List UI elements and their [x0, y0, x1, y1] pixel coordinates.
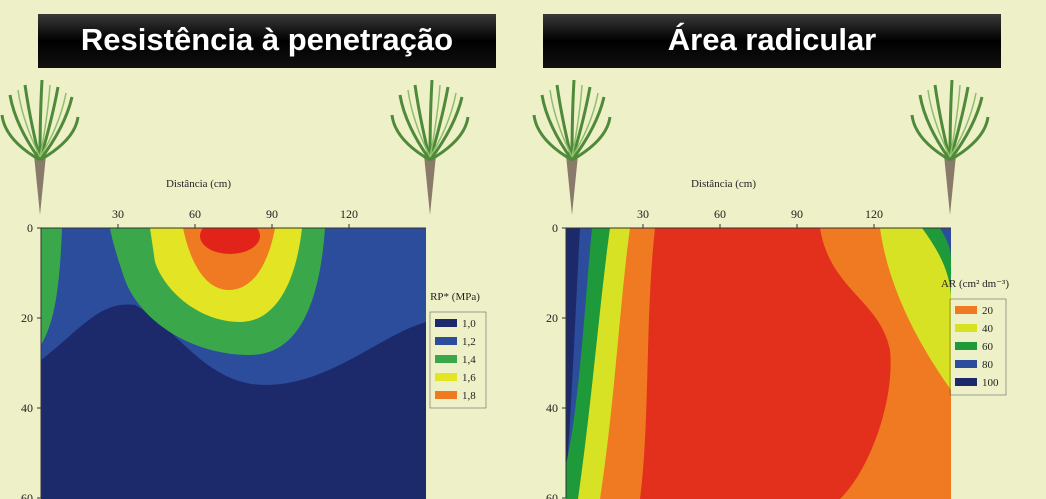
- legend-swatch: [435, 391, 457, 399]
- legend-swatch: [955, 378, 977, 386]
- legend-swatch: [435, 337, 457, 345]
- title-box: Área radicular: [543, 14, 1001, 68]
- x-tick-label: 30: [112, 207, 124, 221]
- legend-box: [429, 311, 487, 409]
- legend-label: 80: [982, 359, 994, 371]
- x-tick-label: 90: [791, 207, 803, 221]
- legend-label: 1,6: [462, 372, 476, 384]
- legend-label: 60: [982, 341, 994, 353]
- x-axis-label: Distância (cm): [166, 178, 231, 190]
- legend-title: AR (cm² dm⁻³): [941, 278, 1009, 290]
- legend-label: 100: [982, 377, 999, 389]
- x-tick-label: 30: [637, 207, 649, 221]
- legend-title: RP* (MPa): [430, 291, 480, 303]
- y-tick-label: 0: [552, 221, 558, 235]
- x-tick-label: 60: [714, 207, 726, 221]
- legend-swatch: [435, 355, 457, 363]
- legend-box: [949, 298, 1007, 396]
- x-tick-label: 60: [189, 207, 201, 221]
- legend-swatch: [435, 319, 457, 327]
- legend-label: 1,4: [462, 354, 476, 366]
- x-axis-label: Distância (cm): [691, 178, 756, 190]
- panel-title: Resistência à penetração: [81, 22, 453, 57]
- contour-region: [41, 228, 62, 345]
- contour-core: [200, 228, 260, 254]
- contour-region: [41, 304, 426, 499]
- legend-swatch: [955, 306, 977, 314]
- y-tick-label: 40: [21, 401, 33, 415]
- x-tick-label: 90: [266, 207, 278, 221]
- y-tick-label: 0: [27, 221, 33, 235]
- contour-plot: [41, 228, 426, 499]
- legend-swatch: [435, 373, 457, 381]
- legend-swatch: [955, 342, 977, 350]
- legend-label: 1,0: [462, 318, 476, 330]
- x-tick-label: 120: [340, 207, 358, 221]
- contour-plot: [566, 228, 951, 499]
- title-box: Resistência à penetração: [38, 14, 496, 68]
- y-tick-label: 20: [21, 311, 33, 325]
- y-tick-label: 60: [21, 491, 33, 499]
- legend-label: 1,2: [462, 336, 476, 348]
- y-tick-label: 60: [546, 491, 558, 499]
- legend-swatch: [955, 360, 977, 368]
- legend-label: 40: [982, 323, 994, 335]
- y-tick-label: 20: [546, 311, 558, 325]
- legend-label: 20: [982, 305, 994, 317]
- y-tick-label: 40: [546, 401, 558, 415]
- legend-swatch: [955, 324, 977, 332]
- plant-icons: [0, 78, 990, 217]
- legend-label: 1,8: [462, 390, 476, 402]
- x-tick-label: 120: [865, 207, 883, 221]
- contour-core: [640, 228, 891, 499]
- panel-title: Área radicular: [668, 22, 877, 57]
